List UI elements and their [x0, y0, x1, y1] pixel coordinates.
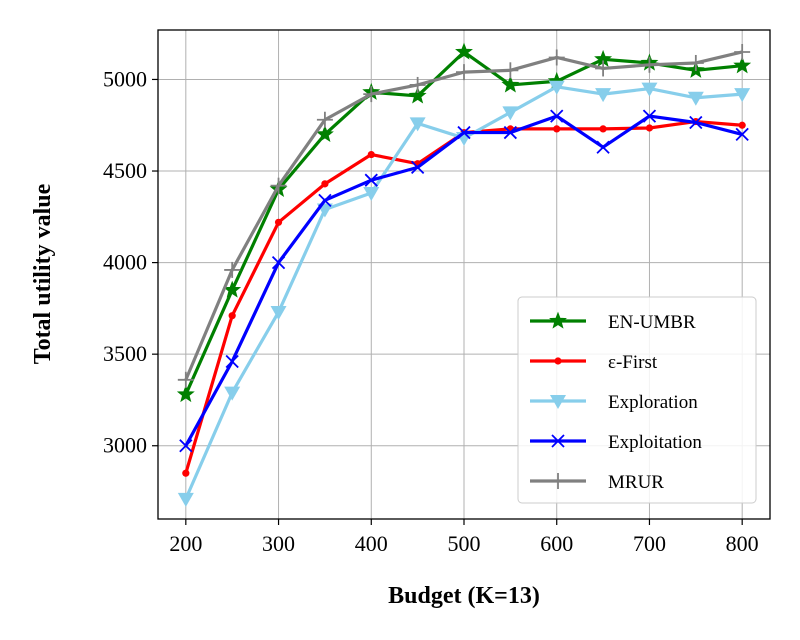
data-point-en-umbr [455, 42, 473, 60]
x-tick-label: 200 [169, 531, 202, 556]
data-point-exploration [595, 88, 612, 103]
x-tick-label: 800 [726, 531, 759, 556]
data-point-first [645, 124, 654, 132]
y-tick-label: 5000 [103, 66, 147, 91]
legend-marker [550, 473, 566, 489]
y-tick-label: 3000 [103, 433, 147, 458]
y-tick-label: 4500 [103, 158, 147, 183]
x-axis-title: Budget (K=13) [388, 583, 540, 609]
data-point-exploration [363, 187, 380, 201]
legend-label: Exploitation [608, 432, 702, 453]
data-point-first [553, 125, 561, 133]
data-point-mrur [548, 49, 565, 66]
data-point-mrur [409, 76, 426, 93]
legend-marker [551, 434, 565, 448]
data-point-exploitation [457, 125, 471, 140]
data-point-exploitation [364, 173, 378, 187]
series-exploitation [179, 109, 749, 453]
data-point-mrur [595, 60, 612, 77]
y-axis-title: Total utility value [30, 183, 56, 364]
data-point-exploitation [318, 193, 332, 207]
series-exploration [177, 80, 751, 507]
data-point-exploitation [225, 354, 239, 369]
axis-ticks: 200 300 400 500 600 700 800 3000 3500 4000 4500 500… [103, 66, 759, 556]
data-point-mrur [641, 56, 658, 73]
legend-item-en-umbr: EN-UMBR [530, 311, 696, 333]
series-mrur [177, 43, 751, 388]
data-point-exploitation [735, 127, 749, 142]
data-point-mrur [456, 64, 472, 81]
data-point-mrur [687, 54, 704, 71]
data-point-exploration [177, 492, 194, 507]
data-point-mrur [734, 43, 751, 60]
x-tick-label: 500 [448, 531, 481, 556]
data-point-exploitation [689, 115, 703, 130]
data-point-exploration [641, 82, 658, 97]
data-point-exploration [548, 80, 565, 95]
legend-marker [550, 395, 566, 409]
legend-label: ε-First [608, 352, 658, 373]
data-point-first [321, 180, 329, 188]
data-point-mrur [177, 371, 194, 388]
data-point-exploration [270, 306, 287, 321]
y-tick-label: 3500 [103, 341, 147, 366]
x-tick-label: 600 [540, 531, 573, 556]
data-point-first [274, 218, 283, 226]
legend-box [517, 296, 757, 504]
x-tick-label: 400 [355, 531, 388, 556]
data-point-exploration [734, 88, 751, 103]
y-tick-label: 4000 [103, 250, 147, 275]
data-point-en-umbr [733, 56, 752, 74]
data-point-exploitation [596, 140, 610, 154]
data-point-mrur [316, 111, 333, 128]
legend: EN-UMBR ε-First Exploration Exploitation MRU… [517, 296, 757, 504]
data-point-mrur [502, 62, 519, 79]
data-point-first [367, 150, 375, 159]
data-point-first [738, 121, 746, 129]
data-point-exploration [687, 91, 704, 106]
legend-marker [549, 311, 567, 329]
data-point-exploitation [179, 439, 193, 453]
data-point-mrur [363, 86, 380, 103]
data-point-en-umbr [176, 385, 195, 403]
data-point-exploration [409, 117, 426, 132]
data-point-en-umbr [315, 124, 334, 143]
data-point-exploitation [642, 109, 657, 123]
data-point-first [228, 312, 236, 320]
legend-item-first: ε-First [530, 352, 658, 373]
data-point-exploration [224, 386, 241, 401]
legend-label: Exploration [608, 392, 698, 413]
data-point-exploitation [503, 125, 518, 140]
legend-marker [554, 357, 562, 365]
data-point-first [182, 469, 190, 477]
data-point-first [599, 125, 607, 133]
data-point-mrur [270, 177, 287, 194]
data-point-mrur [224, 261, 241, 278]
legend-label: EN-UMBR [608, 312, 696, 333]
x-tick-label: 300 [262, 531, 295, 556]
data-point-exploitation [550, 109, 564, 123]
data-point-en-umbr [408, 86, 427, 104]
legend-label: MRUR [608, 472, 664, 493]
data-point-exploration [502, 106, 519, 121]
series-group [176, 42, 752, 507]
legend-item-exploration: Exploration [530, 392, 698, 413]
data-point-exploitation [271, 255, 286, 270]
legend-item-exploitation: Exploitation [530, 432, 702, 453]
legend-item-mrur: MRUR [530, 472, 664, 493]
data-point-en-umbr [501, 75, 520, 93]
x-tick-label: 700 [633, 531, 666, 556]
grid [158, 30, 770, 519]
data-point-exploitation [410, 160, 425, 174]
